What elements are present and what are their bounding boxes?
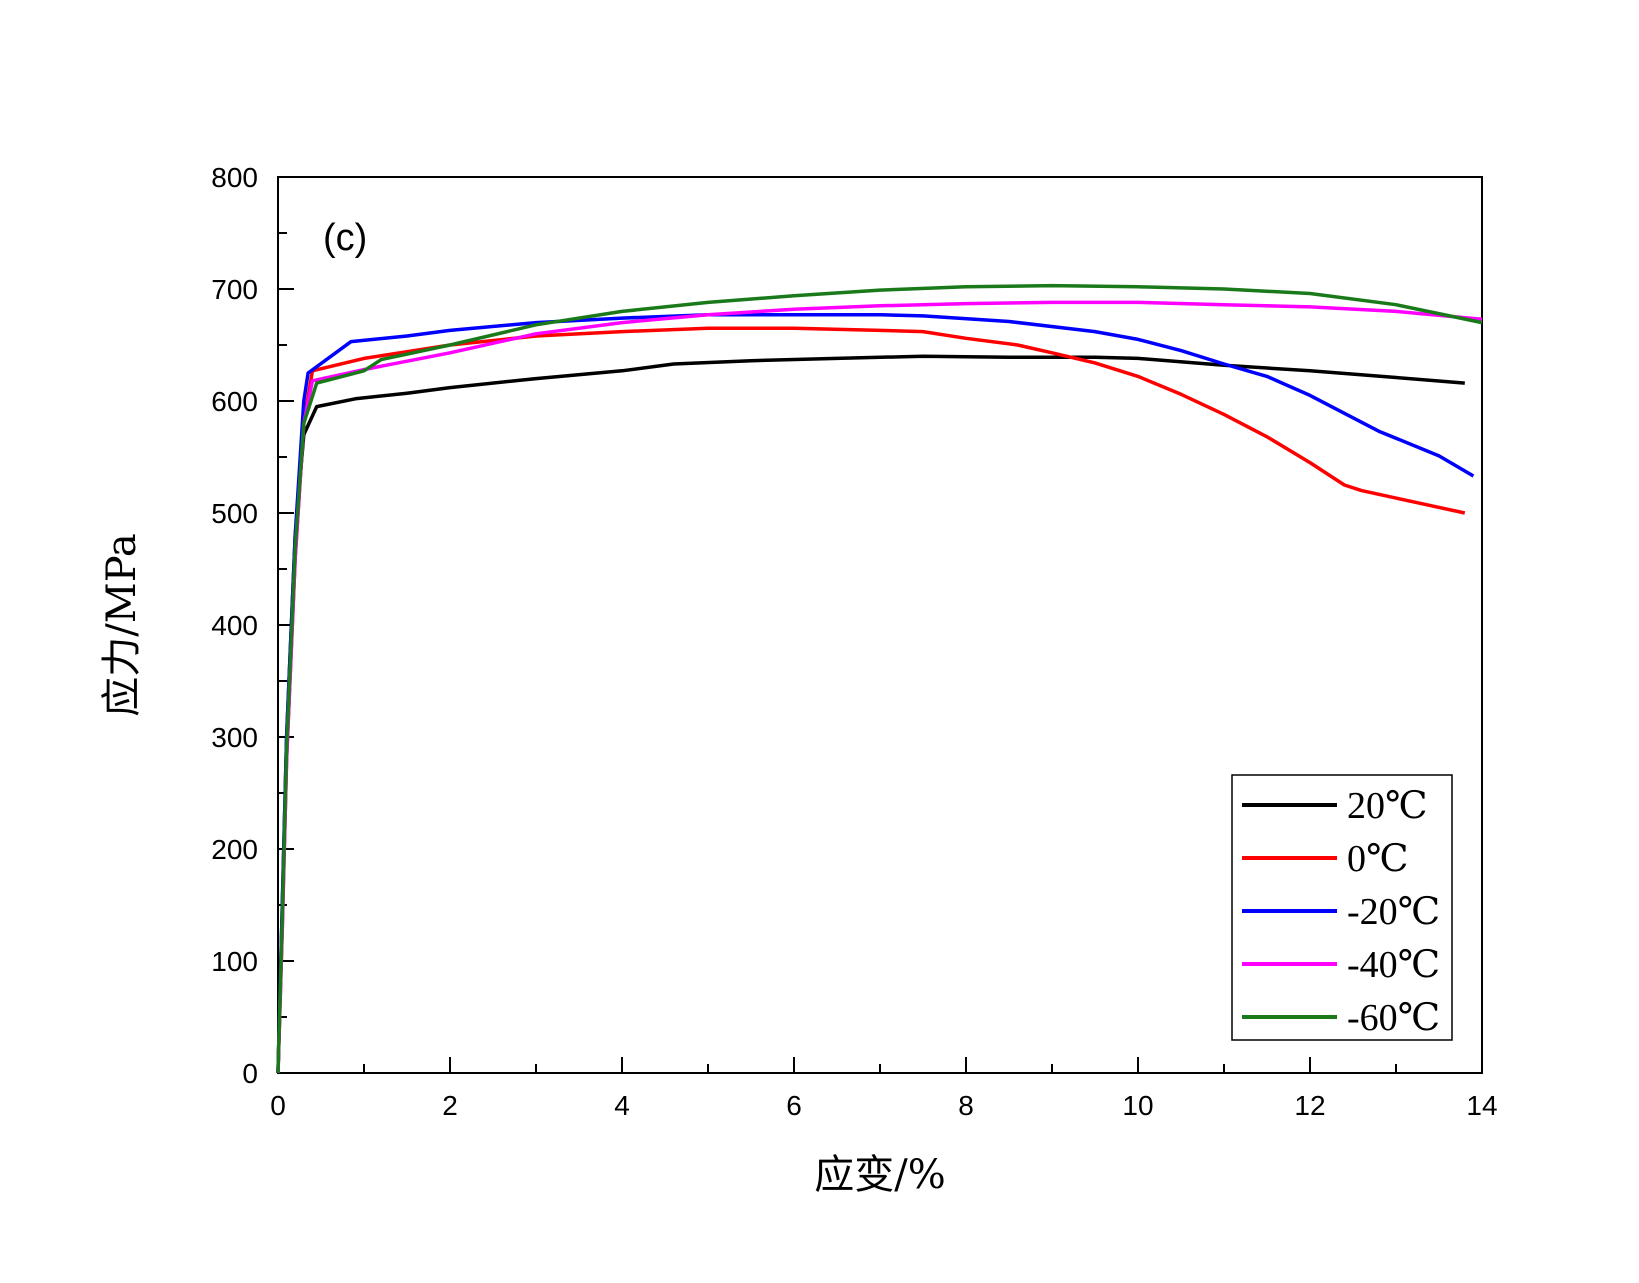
y-tick-label: 300: [211, 722, 258, 753]
legend-label-5: -60℃: [1347, 997, 1440, 1039]
y-tick-label: 800: [211, 162, 258, 193]
y-tick-label: 100: [211, 946, 258, 977]
legend-label-3: -20℃: [1347, 891, 1440, 933]
x-tick-label: 2: [442, 1090, 458, 1121]
y-tick-label: 0: [242, 1058, 258, 1089]
legend: 20℃ 0℃ -20℃ -40℃ -60℃: [1231, 774, 1453, 1041]
y-tick-label: 600: [211, 386, 258, 417]
y-tick-label: 500: [211, 498, 258, 529]
y-tick-label: 400: [211, 610, 258, 641]
y-tick-label: 200: [211, 834, 258, 865]
series-layer: [276, 283, 1483, 1074]
series-line-3: [276, 313, 1475, 1074]
x-tick-label: 12: [1294, 1090, 1325, 1121]
x-tick-label: 0: [270, 1090, 286, 1121]
legend-label-2: 0℃: [1347, 838, 1409, 880]
series-line-5: [276, 283, 1483, 1074]
axis-ticks: 0 2 4 6 8 10 12 14 0 100 200 300 400 500 600 700 800: [211, 162, 1497, 1121]
x-tick-label: 4: [614, 1090, 630, 1121]
x-tick-label: 14: [1466, 1090, 1497, 1121]
y-axis-title: 应力/MPa: [99, 533, 145, 716]
legend-label-1: 20℃: [1347, 785, 1428, 827]
y-tick-label: 700: [211, 274, 258, 305]
legend-label-4: -40℃: [1347, 944, 1440, 986]
x-tick-label: 8: [958, 1090, 974, 1121]
x-axis-title: 应变/%: [814, 1152, 945, 1198]
x-tick-label: 6: [786, 1090, 802, 1121]
legend-box: [1231, 774, 1453, 1041]
x-tick-label: 10: [1122, 1090, 1153, 1121]
panel-label: (c): [323, 217, 367, 259]
